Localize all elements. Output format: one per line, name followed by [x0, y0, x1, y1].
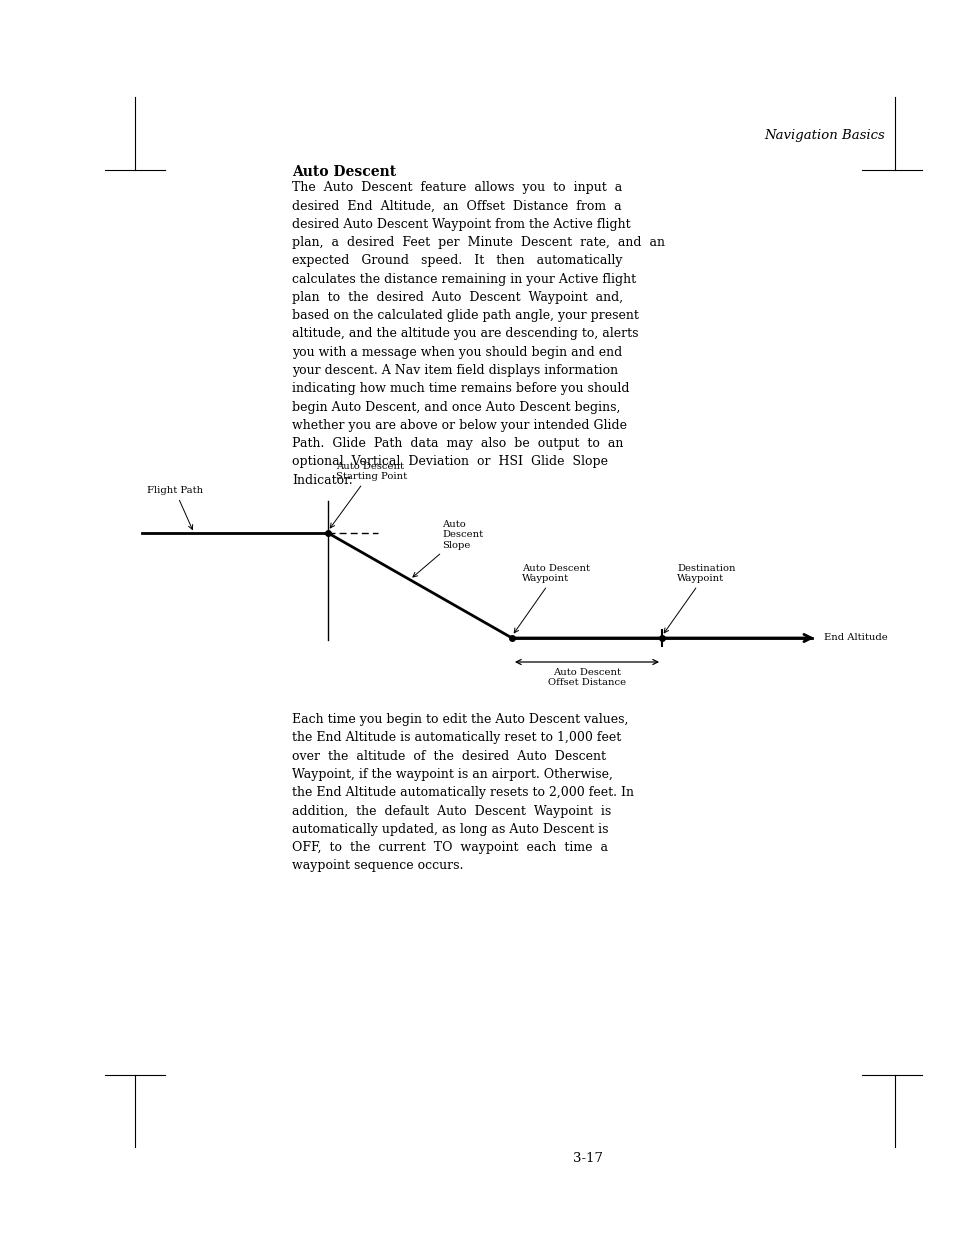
Text: begin Auto Descent, and once Auto Descent begins,: begin Auto Descent, and once Auto Descen… [292, 400, 619, 414]
Text: Each time you begin to edit the Auto Descent values,: Each time you begin to edit the Auto Des… [292, 713, 628, 726]
Text: whether you are above or below your intended Glide: whether you are above or below your inte… [292, 419, 626, 432]
Text: Auto Descent
Waypoint: Auto Descent Waypoint [514, 563, 589, 632]
Text: desired  End  Altitude,  an  Offset  Distance  from  a: desired End Altitude, an Offset Distance… [292, 199, 621, 212]
Text: indicating how much time remains before you should: indicating how much time remains before … [292, 383, 629, 395]
Text: based on the calculated glide path angle, your present: based on the calculated glide path angle… [292, 309, 639, 322]
Text: plan,  a  desired  Feet  per  Minute  Descent  rate,  and  an: plan, a desired Feet per Minute Descent … [292, 236, 664, 249]
Text: The  Auto  Descent  feature  allows  you  to  input  a: The Auto Descent feature allows you to i… [292, 182, 621, 194]
Text: over  the  altitude  of  the  desired  Auto  Descent: over the altitude of the desired Auto De… [292, 750, 605, 762]
Text: the End Altitude automatically resets to 2,000 feet. In: the End Altitude automatically resets to… [292, 787, 634, 799]
Text: altitude, and the altitude you are descending to, alerts: altitude, and the altitude you are desce… [292, 327, 638, 341]
Text: expected   Ground   speed.   It   then   automatically: expected Ground speed. It then automatic… [292, 254, 622, 267]
Text: Auto Descent: Auto Descent [292, 165, 395, 179]
Text: Navigation Basics: Navigation Basics [763, 128, 884, 142]
Text: plan  to  the  desired  Auto  Descent  Waypoint  and,: plan to the desired Auto Descent Waypoin… [292, 290, 622, 304]
Text: addition,  the  default  Auto  Descent  Waypoint  is: addition, the default Auto Descent Waypo… [292, 804, 611, 818]
Text: Destination
Waypoint: Destination Waypoint [663, 563, 735, 632]
Text: Indicator.: Indicator. [292, 474, 353, 487]
Text: automatically updated, as long as Auto Descent is: automatically updated, as long as Auto D… [292, 823, 608, 836]
Text: Flight Path: Flight Path [147, 487, 203, 530]
Text: Auto
Descent
Slope: Auto Descent Slope [413, 520, 482, 577]
Text: Waypoint, if the waypoint is an airport. Otherwise,: Waypoint, if the waypoint is an airport.… [292, 768, 612, 781]
Text: Auto Descent
Offset Distance: Auto Descent Offset Distance [547, 668, 625, 688]
Text: End Altitude: End Altitude [823, 634, 887, 642]
Text: waypoint sequence occurs.: waypoint sequence occurs. [292, 860, 463, 872]
Text: your descent. A Nav item field displays information: your descent. A Nav item field displays … [292, 364, 618, 377]
Text: OFF,  to  the  current  TO  waypoint  each  time  a: OFF, to the current TO waypoint each tim… [292, 841, 607, 855]
Text: 3-17: 3-17 [573, 1152, 603, 1165]
Text: you with a message when you should begin and end: you with a message when you should begin… [292, 346, 621, 358]
Text: Path.  Glide  Path  data  may  also  be  output  to  an: Path. Glide Path data may also be output… [292, 437, 622, 451]
Text: desired Auto Descent Waypoint from the Active flight: desired Auto Descent Waypoint from the A… [292, 217, 630, 231]
Text: the End Altitude is automatically reset to 1,000 feet: the End Altitude is automatically reset … [292, 731, 620, 745]
Text: calculates the distance remaining in your Active flight: calculates the distance remaining in you… [292, 273, 636, 285]
Text: Auto Descent
Starting Point: Auto Descent Starting Point [330, 462, 407, 527]
Text: optional  Vertical  Deviation  or  HSI  Glide  Slope: optional Vertical Deviation or HSI Glide… [292, 456, 607, 468]
